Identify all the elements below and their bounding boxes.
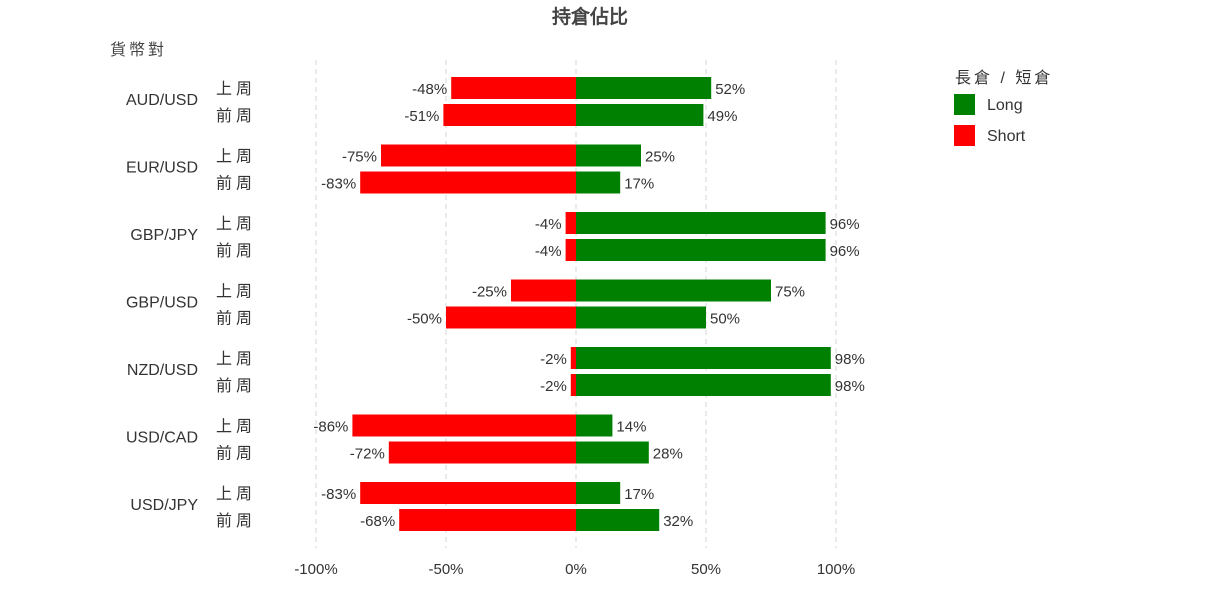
currency-pair-label: AUD/USD (126, 92, 198, 109)
long-value-label: 28% (653, 446, 683, 463)
short-bar (399, 509, 576, 531)
period-label: 上周 (216, 418, 256, 436)
period-label: 上周 (216, 283, 256, 301)
short-value-label: -50% (407, 311, 442, 328)
long-value-label: 50% (710, 311, 740, 328)
long-value-label: 96% (830, 243, 860, 260)
short-bar (446, 306, 576, 329)
short-value-label: -4% (535, 243, 562, 260)
long-bar (576, 374, 831, 396)
short-bar (352, 414, 576, 437)
long-value-label: 14% (616, 419, 646, 436)
long-bar (576, 144, 641, 167)
short-value-label: -83% (321, 176, 356, 193)
short-value-label: -83% (321, 486, 356, 503)
labels: AUD/USD 上周 -48% 52% 前周 -51% 49% EUR/USD 上周 -75% 25… (126, 80, 865, 530)
legend-title: 長倉 / 短倉 (955, 69, 1053, 87)
long-bar (576, 77, 712, 99)
period-label: 上周 (216, 80, 256, 98)
short-value-label: -2% (540, 351, 567, 368)
legend[interactable]: 長倉 / 短倉 Long Short (954, 69, 1053, 146)
long-bar (576, 212, 826, 234)
long-value-label: 98% (835, 378, 865, 395)
long-bar (576, 104, 704, 126)
period-label: 前周 (216, 175, 256, 193)
period-label: 前周 (216, 242, 256, 260)
period-label: 前周 (216, 512, 256, 530)
short-value-label: -25% (472, 284, 507, 301)
x-tick-label: 0% (565, 561, 587, 578)
x-tick-label: -100% (294, 561, 337, 578)
currency-pair-label: EUR/USD (126, 160, 198, 177)
long-value-label: 25% (645, 149, 675, 166)
long-bar (576, 306, 706, 329)
currency-pair-label: GBP/JPY (130, 227, 198, 244)
long-bar (576, 414, 613, 437)
long-value-label: 75% (775, 284, 805, 301)
currency-pair-label: NZD/USD (127, 362, 198, 379)
long-bar (576, 347, 831, 369)
short-value-label: -72% (350, 446, 385, 463)
short-value-label: -68% (360, 513, 395, 530)
long-value-label: 98% (835, 351, 865, 368)
period-label: 前周 (216, 310, 256, 328)
currency-pair-label: USD/CAD (126, 430, 198, 447)
period-label: 前周 (216, 107, 256, 125)
period-label: 上周 (216, 148, 256, 166)
short-bar (451, 77, 576, 99)
period-label: 上周 (216, 215, 256, 233)
long-bar (576, 279, 771, 302)
currency-pair-label: USD/JPY (130, 497, 198, 514)
short-bar (360, 171, 576, 194)
legend-label[interactable]: Short (987, 128, 1026, 145)
short-value-label: -75% (342, 149, 377, 166)
long-bar (576, 441, 649, 464)
currency-pair-label: GBP/USD (126, 295, 198, 312)
short-value-label: -2% (540, 378, 567, 395)
legend-swatch[interactable] (954, 125, 975, 146)
x-tick-label: 100% (817, 561, 855, 578)
y-axis-title: 貨幣對 (110, 41, 167, 59)
long-value-label: 32% (663, 513, 693, 530)
period-label: 上周 (216, 350, 256, 368)
long-value-label: 17% (624, 176, 654, 193)
chart-title: 持倉佔比 (552, 5, 628, 28)
short-bar (511, 279, 576, 302)
short-bar (570, 374, 576, 396)
long-value-label: 96% (830, 216, 860, 233)
short-value-label: -48% (412, 81, 447, 98)
short-value-label: -86% (313, 419, 348, 436)
short-value-label: -4% (535, 216, 562, 233)
long-bar (576, 239, 826, 261)
x-tick-label: -50% (428, 561, 463, 578)
period-label: 前周 (216, 377, 256, 395)
long-bar (576, 171, 621, 194)
short-bar (388, 441, 576, 464)
short-bar (565, 239, 576, 261)
period-label: 前周 (216, 445, 256, 463)
long-value-label: 49% (707, 108, 737, 125)
short-bar (570, 347, 576, 369)
bars (352, 77, 831, 531)
long-value-label: 52% (715, 81, 745, 98)
short-value-label: -51% (404, 108, 439, 125)
legend-swatch[interactable] (954, 94, 975, 115)
long-bar (576, 482, 621, 504)
x-tick-label: 50% (691, 561, 721, 578)
short-bar (443, 104, 576, 126)
period-label: 上周 (216, 485, 256, 503)
short-bar (360, 482, 576, 504)
short-bar (381, 144, 576, 167)
long-value-label: 17% (624, 486, 654, 503)
long-bar (576, 509, 660, 531)
legend-label[interactable]: Long (987, 97, 1023, 114)
short-bar (565, 212, 576, 234)
x-axis: -100% -50% 0% 50% 100% (294, 561, 855, 578)
gridlines (315, 60, 837, 548)
